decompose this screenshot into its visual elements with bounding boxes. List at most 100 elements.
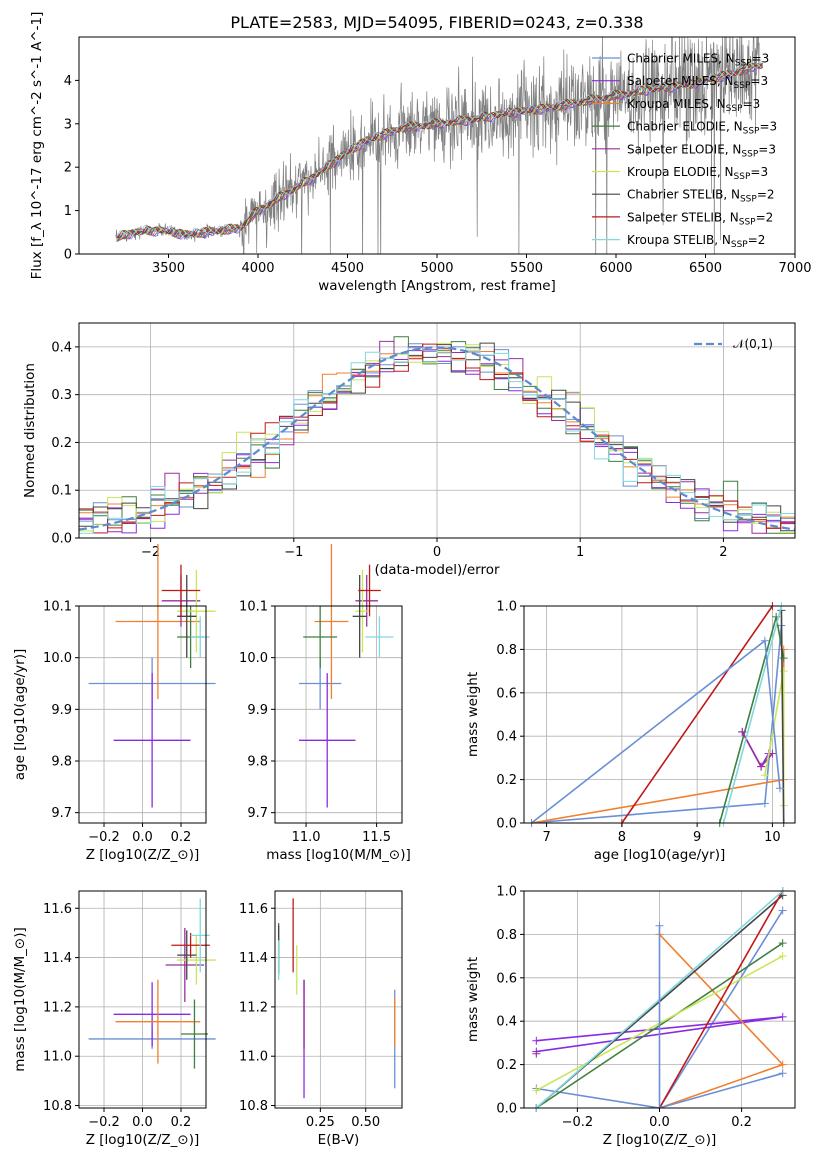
y-tick-label: 11.2 — [239, 1000, 268, 1015]
age_vs_mass-frame — [274, 605, 403, 824]
legend-rest: =2 — [757, 188, 775, 202]
spectrum-legend: Chabrier MILES, NSSP=3 Salpeter MILES, NS… — [592, 52, 777, 250]
massweight_vs_age-panel: 7 8 9 10 0.0 0.2 0.4 0.6 0.8 1.0 age [log10(age/yr… — [465, 600, 796, 863]
x-tick-label: −2 — [141, 545, 160, 560]
y-tick-label: 9.8 — [247, 755, 268, 770]
x-tick-label: 5500 — [510, 261, 543, 276]
massweight_vs_Z-panel: −0.2 0.0 0.2 0.0 0.2 0.4 0.6 0.8 1.0 Z [log10(Z/Z… — [465, 885, 796, 1148]
mass-weight-line — [621, 605, 774, 824]
legend-subscript: SSP — [743, 127, 760, 137]
massweight_vs_age-xlabel: age [log10(age/yr)] — [594, 847, 726, 863]
legend-subscript: SSP — [731, 240, 748, 250]
x-tick-label: −0.2 — [88, 830, 120, 845]
y-tick-label: 10.1 — [239, 600, 268, 615]
y-tick-label: 0.3 — [51, 388, 72, 403]
mass-weight-line — [658, 890, 784, 1109]
legend-subscript: SSP — [726, 104, 743, 114]
legend-entry: Chabrier STELIB, NSSP=2 — [627, 188, 775, 205]
y-tick-label: 0.2 — [496, 1058, 517, 1073]
y-tick-label: 11.6 — [239, 902, 268, 917]
x-tick-label: 0.0 — [132, 1115, 153, 1130]
legend-subscript: SSP — [741, 149, 758, 159]
x-tick-label: 1 — [576, 545, 584, 560]
legend-entry: Kroupa STELIB, NSSP=2 — [627, 233, 765, 250]
legend-entry: 𝒩(0,1) — [733, 337, 773, 351]
mass_vs_ebv-frame — [274, 890, 403, 1109]
y-tick-label: 0.0 — [51, 532, 72, 547]
age_vs_Z-ylabel: age [log10(age/yr)] — [12, 649, 28, 781]
figure-title: PLATE=2583, MJD=54095, FIBERID=0243, z=0… — [230, 13, 643, 32]
residuals-ylabel: Normed distribution — [22, 363, 38, 498]
x-tick-label: 9 — [693, 830, 701, 845]
mass_vs_Z-ylabel: mass [log10(M/M_⊙)] — [12, 927, 28, 1072]
legend-entry: Chabrier MILES, NSSP=3 — [627, 52, 769, 69]
mass-weight-line — [722, 605, 783, 824]
mass_vs_Z-plot-area — [88, 898, 216, 1069]
spectrum-ylabel: Flux [f_λ 10^-17 erg cm^-2 s^-1 A^-1] — [29, 12, 45, 280]
y-tick-label: 10.8 — [43, 1099, 72, 1114]
legend-subscript: SSP — [740, 195, 757, 205]
x-tick-label: 5000 — [420, 261, 453, 276]
y-tick-label: 10.0 — [43, 651, 72, 666]
y-tick-label: 10.0 — [239, 651, 268, 666]
x-tick-label: 0.0 — [649, 1115, 670, 1130]
legend-rest: =2 — [756, 210, 774, 224]
residuals-panel: −2 −1 0 1 2 0.0 0.1 0.2 0.3 0.4 (data-model)/error… — [22, 322, 796, 578]
age_vs_mass-plot-area — [298, 544, 394, 808]
y-tick-label: 9.8 — [51, 755, 72, 770]
x-tick-label: 8 — [618, 830, 626, 845]
x-tick-label: −0.2 — [88, 1115, 120, 1130]
x-tick-label: 0.50 — [351, 1115, 380, 1130]
legend-rest: =2 — [748, 233, 766, 247]
legend-entry: Kroupa ELODIE, NSSP=3 — [627, 165, 768, 182]
x-tick-label: 4500 — [331, 261, 364, 276]
x-tick-label: 6500 — [689, 261, 722, 276]
x-tick-label: −1 — [284, 545, 303, 560]
y-tick-label: 0.8 — [496, 928, 517, 943]
y-tick-label: 11.0 — [239, 1050, 268, 1065]
mass_vs_ebv-panel: 0.25 0.50 10.8 11.0 11.2 11.4 11.6 E(B-V) — [239, 890, 403, 1148]
x-tick-label: 11.0 — [292, 830, 321, 845]
residual-legend: 𝒩(0,1) — [694, 337, 773, 351]
normal-reference-curve — [78, 346, 796, 531]
x-tick-label: 0.2 — [171, 830, 192, 845]
massweight_vs_age-plot-area — [527, 602, 788, 827]
y-tick-label: 0.0 — [496, 1102, 517, 1117]
mass_vs_ebv-xlabel: E(B-V) — [318, 1132, 360, 1148]
legend-entry: Salpeter ELODIE, NSSP=3 — [627, 142, 776, 159]
legend-rest: =3 — [759, 120, 777, 134]
y-tick-label: 0.2 — [51, 436, 72, 451]
y-tick-label: 11.0 — [43, 1050, 72, 1065]
x-tick-label: 2 — [719, 545, 727, 560]
y-tick-label: 9.7 — [51, 806, 72, 821]
mass_vs_Z-panel: −0.2 0.0 0.2 10.8 11.0 11.2 11.4 11.6 Z [log10(Z… — [12, 890, 216, 1148]
x-tick-label: 4000 — [241, 261, 274, 276]
x-tick-label: 0 — [433, 545, 441, 560]
x-tick-label: 7000 — [778, 261, 811, 276]
y-tick-label: 10.8 — [239, 1099, 268, 1114]
y-tick-label: 3 — [64, 117, 72, 132]
y-tick-label: 1.0 — [496, 600, 517, 615]
x-tick-label: −0.2 — [562, 1115, 594, 1130]
mass_vs_ebv-plot-area — [277, 898, 396, 1099]
age_vs_Z-xlabel: Z [log10(Z/Z_⊙)] — [86, 847, 199, 863]
massweight_vs_Z-xlabel: Z [log10(Z/Z_⊙)] — [603, 1132, 716, 1148]
legend-entry: Salpeter MILES, NSSP=3 — [627, 74, 768, 91]
legend-subscript: SSP — [734, 81, 751, 91]
x-tick-label: 0.0 — [132, 830, 153, 845]
spectrum-panel: 3500 4000 4500 5000 5500 6000 6500 7000 0 1 2 3 4 wav… — [29, 12, 812, 294]
y-tick-label: 0.4 — [496, 730, 517, 745]
legend-rest: =3 — [752, 52, 770, 66]
x-tick-label: 3500 — [152, 261, 185, 276]
x-tick-label: 0.2 — [171, 1115, 192, 1130]
y-tick-label: 1 — [64, 204, 72, 219]
massweight_vs_Z-plot-area — [532, 887, 787, 1112]
y-tick-label: 0.4 — [51, 340, 72, 355]
y-tick-label: 11.6 — [43, 902, 72, 917]
spectrum-xlabel: wavelength [Angstrom, rest frame] — [318, 278, 556, 294]
x-tick-label: 10 — [764, 830, 781, 845]
y-tick-label: 1.0 — [496, 885, 517, 900]
legend-rest: =3 — [750, 165, 768, 179]
y-tick-label: 9.9 — [51, 703, 72, 718]
residual-histogram — [78, 347, 795, 538]
